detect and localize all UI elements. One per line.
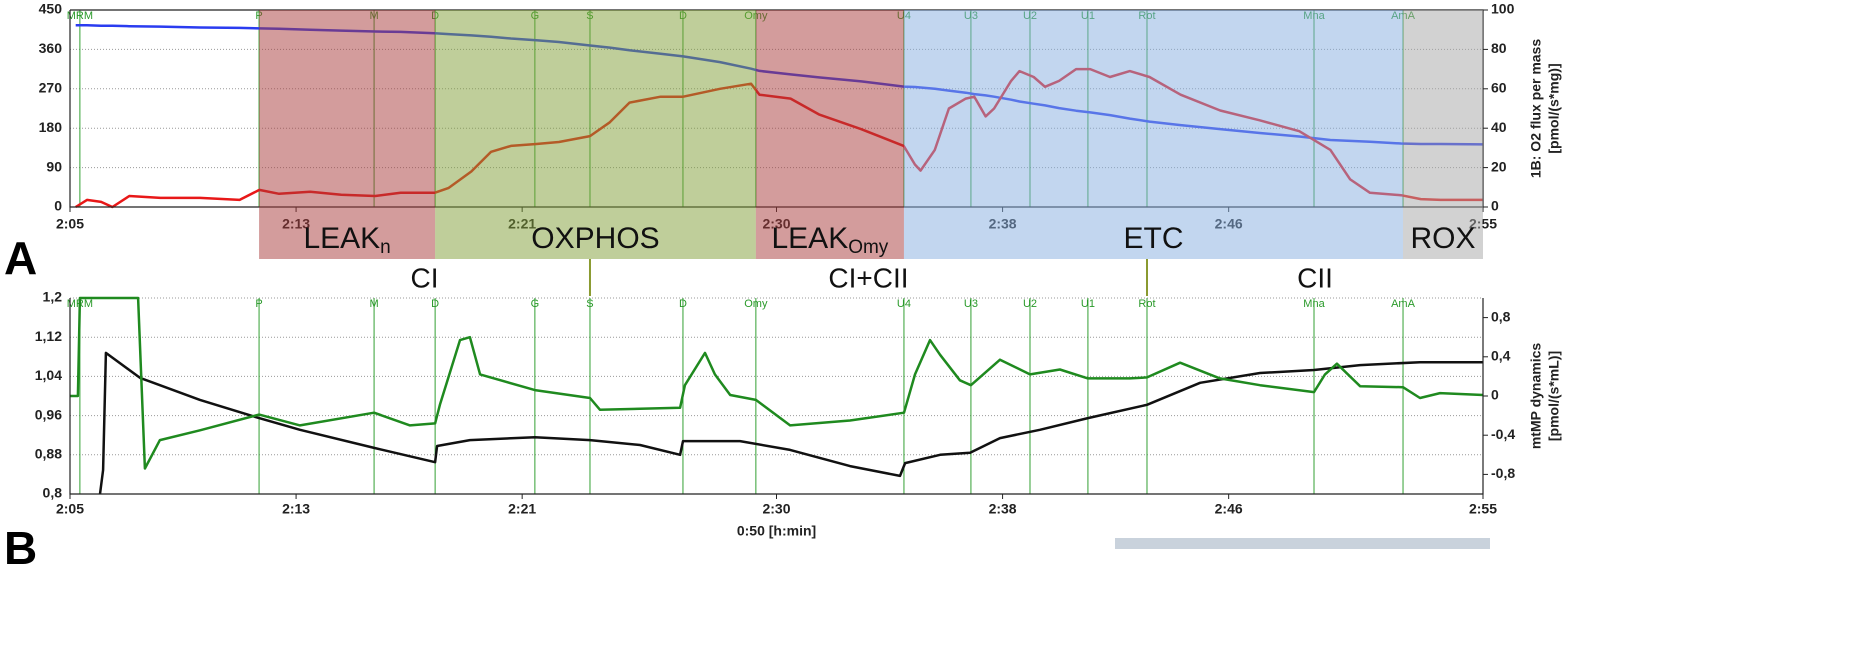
y-tick-label: 180 [39,119,63,135]
event-label: U2 [1023,298,1037,310]
x-tick-label: 2:21 [508,501,536,517]
phase-label: ROX [1411,222,1476,255]
phase-label: ETC [1123,222,1183,255]
y2-axis-title: 1B: O2 flux per mass [1528,39,1544,178]
panel-letter: A [4,232,37,284]
x-tick-label: 2:38 [989,501,1017,517]
x-axis-title: 0:50 [h:min] [737,523,816,539]
phase-band [755,10,904,259]
x-tick-label: 2:05 [56,501,84,517]
y2-axis-title: mtMP dynamics [1528,343,1544,450]
x-tick-label: 2:05 [56,216,84,232]
x-tick-label: 2:55 [1469,501,1497,517]
y-tick-label: 0,88 [35,446,62,462]
y-tick-label: 270 [39,80,63,96]
y-tick-label: 1,04 [35,367,62,383]
series-line [98,351,1483,495]
y2-tick-label: -0,8 [1491,465,1515,481]
event-label: AmA [1391,298,1416,310]
y2-axis-title: [pmol/(s*mL)] [1546,351,1562,441]
phase-subscript: Omy [848,237,889,258]
y2-tick-label: 100 [1491,1,1515,17]
y2-tick-label: 0,8 [1491,308,1511,324]
y2-tick-label: 80 [1491,40,1507,56]
phase-label: LEAKn [303,222,390,258]
y-tick-label: 1,2 [43,289,63,305]
event-label: P [255,298,262,310]
y-tick-label: 0,8 [43,485,63,501]
x-tick-label: 2:46 [1215,501,1243,517]
event-label: D [679,298,687,310]
phase-band [259,10,436,259]
phase-name: LEAK [303,222,380,255]
event-label: Rot [1138,298,1155,310]
y-tick-label: 0 [54,198,62,214]
phase-name: OXPHOS [531,222,659,255]
y2-tick-label: 0 [1491,387,1499,403]
event-label: U1 [1081,298,1095,310]
y-tick-label: 0,96 [35,406,62,422]
phase-label: OXPHOS [531,222,659,255]
event-label: MRM [67,10,93,22]
phase-band [1403,10,1483,259]
event-label: D [431,298,439,310]
phase-name: LEAK [771,222,848,255]
y2-tick-label: 40 [1491,119,1507,135]
y2-tick-label: 0 [1491,198,1499,214]
event-label: Mna [1303,298,1325,310]
phase-name: ROX [1411,222,1476,255]
phase-subscript: n [380,237,391,258]
y2-axis-title: [pmol/(s*mg)] [1546,63,1562,153]
complex-label: CI [411,262,439,293]
y2-tick-label: -0,4 [1491,426,1515,442]
event-label: G [531,298,540,310]
cropped-image [1115,538,1490,549]
event-label: U4 [897,298,911,310]
event-label: U3 [964,298,978,310]
y-tick-label: 360 [39,40,63,56]
series-line [70,296,1484,470]
event-label: M [369,298,378,310]
event-label: Omy [744,298,768,310]
panel-letter: B [4,522,37,574]
phase-band [903,10,1404,259]
y-tick-label: 450 [39,1,63,17]
y-tick-label: 1,12 [35,328,62,344]
complex-label: CII [1297,262,1333,293]
event-label: S [586,298,593,310]
y2-tick-label: 20 [1491,158,1507,174]
x-tick-label: 2:13 [282,501,310,517]
phase-name: ETC [1123,222,1183,255]
complex-label: CI+CII [828,262,908,293]
y-tick-label: 90 [46,158,62,174]
phase-band [435,10,756,259]
y2-tick-label: 0,4 [1491,348,1511,364]
phase-label: LEAKOmy [771,222,888,258]
plot-frame [69,298,1484,495]
x-tick-label: 2:30 [762,501,790,517]
y2-tick-label: 60 [1491,80,1507,96]
